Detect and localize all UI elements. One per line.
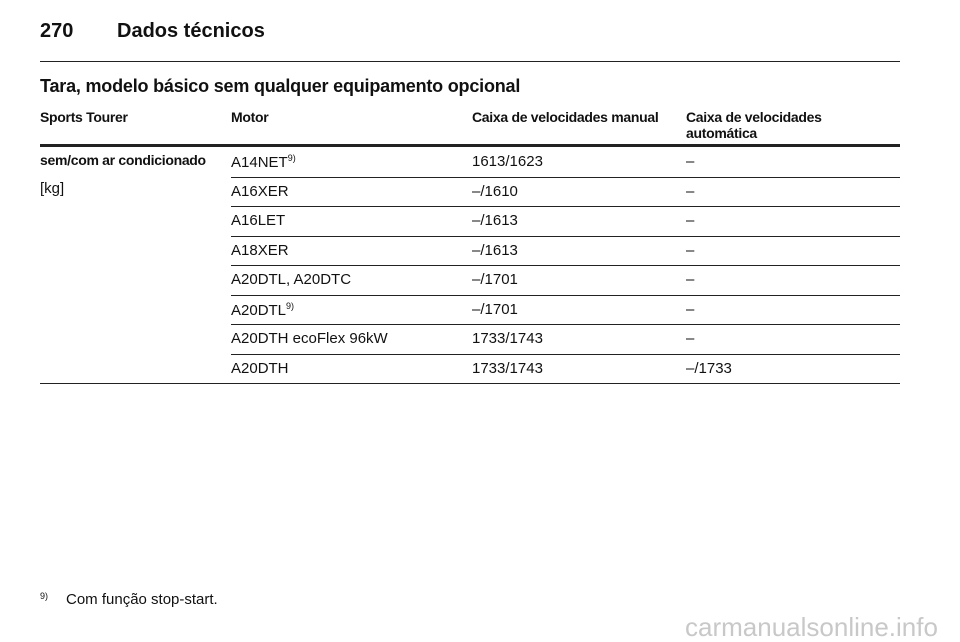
row-rule <box>40 383 900 384</box>
row-rule <box>231 353 900 355</box>
page-title: Dados técnicos <box>117 20 265 42</box>
motor: A20DTL, A20DTC <box>231 271 352 288</box>
row-rule <box>231 176 900 178</box>
motor: A16LET <box>231 212 286 229</box>
motor: A14NET <box>231 154 288 171</box>
manual-weight: 1613/1623 <box>472 153 543 170</box>
rule <box>40 61 900 62</box>
motor-cell: A18XER <box>231 242 289 259</box>
manual-weight: 1733/1743 <box>472 359 543 377</box>
motor-cell: A14NET9) <box>231 153 296 171</box>
row-rule <box>231 324 900 325</box>
automatic-weight: – <box>686 153 695 170</box>
motor-cell: A16LET <box>231 212 285 229</box>
automatic-weight: –/1733 <box>686 359 732 377</box>
column-header: Caixa de velocidades automática <box>686 109 822 141</box>
motor-cell: A20DTL, A20DTC <box>231 271 351 288</box>
footnote-text: Com função stop-start. <box>66 591 218 608</box>
unit: [kg] <box>40 180 65 197</box>
automatic-weight: – <box>686 241 695 259</box>
motor: A20DTH ecoFlex 96kW <box>231 330 388 347</box>
motor-cell: A20DTH ecoFlex 96kW <box>231 330 388 347</box>
footnote-marker: 9) <box>40 591 49 601</box>
motor-cell: A20DTL9) <box>231 301 294 319</box>
row-label: sem/com ar condicionado <box>40 152 206 168</box>
motor: A16XER <box>231 182 289 200</box>
row-rule <box>231 294 900 296</box>
footnote-ref: 9) <box>286 300 295 311</box>
column-header: Sports Tourer <box>40 109 128 125</box>
row-rule <box>231 206 900 207</box>
automatic-weight: – <box>686 300 695 318</box>
footnote-ref: 9) <box>287 153 296 163</box>
section-title: Tara, modelo básico sem qualquer equipam… <box>40 76 521 96</box>
page-number: 270 <box>40 20 74 42</box>
manual-weight: 1733/1743 <box>472 330 543 347</box>
manual-weight: –/1701 <box>472 271 518 288</box>
manual-weight: –/1701 <box>472 300 518 318</box>
manual-weight: –/1613 <box>472 241 518 259</box>
motor-cell: A16XER <box>231 183 289 200</box>
motor: A20DTL <box>231 301 287 319</box>
automatic-weight: – <box>686 182 695 200</box>
column-header: Caixa de velocidades manual <box>472 109 659 125</box>
manual-weight: –/1613 <box>472 212 518 229</box>
row-rule <box>231 265 900 266</box>
column-header: Motor <box>231 109 269 125</box>
motor: A20DTH <box>231 359 289 377</box>
watermark: carmanualsonline.info <box>685 612 938 642</box>
motor-cell: A20DTH <box>231 360 289 377</box>
automatic-weight: – <box>686 212 695 229</box>
manual-weight: –/1610 <box>472 182 518 200</box>
automatic-weight: – <box>686 330 695 347</box>
automatic-weight: – <box>686 271 695 288</box>
row-rule <box>231 235 900 237</box>
header-rule <box>40 144 900 147</box>
motor: A18XER <box>231 241 289 259</box>
